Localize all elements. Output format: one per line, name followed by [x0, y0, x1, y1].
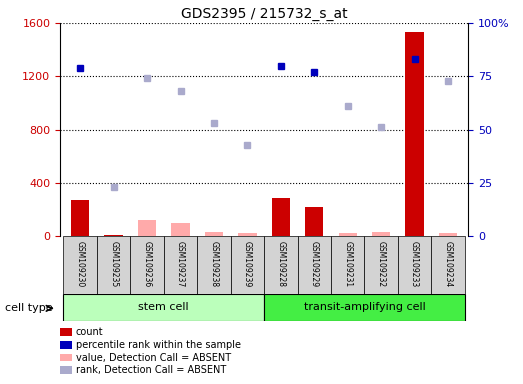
Text: transit-amplifying cell: transit-amplifying cell — [303, 302, 425, 312]
Text: rank, Detection Call = ABSENT: rank, Detection Call = ABSENT — [76, 365, 226, 375]
Text: cell type: cell type — [5, 303, 53, 313]
Bar — [271, 197, 290, 236]
FancyBboxPatch shape — [365, 236, 398, 294]
Bar — [138, 220, 156, 236]
FancyBboxPatch shape — [63, 236, 97, 294]
Text: GSM109239: GSM109239 — [243, 241, 252, 287]
Bar — [338, 233, 357, 236]
FancyBboxPatch shape — [331, 236, 365, 294]
Text: GSM109234: GSM109234 — [444, 241, 452, 287]
FancyBboxPatch shape — [398, 236, 431, 294]
Text: GSM109228: GSM109228 — [276, 241, 286, 287]
Text: GSM109229: GSM109229 — [310, 241, 319, 287]
Text: GSM109233: GSM109233 — [410, 241, 419, 287]
FancyBboxPatch shape — [231, 236, 264, 294]
Text: stem cell: stem cell — [139, 302, 189, 312]
FancyBboxPatch shape — [164, 236, 197, 294]
FancyBboxPatch shape — [298, 236, 331, 294]
Bar — [439, 233, 457, 236]
FancyBboxPatch shape — [63, 294, 264, 321]
FancyBboxPatch shape — [264, 294, 465, 321]
Text: GSM109230: GSM109230 — [76, 241, 85, 287]
Bar — [105, 235, 123, 236]
Text: GSM109238: GSM109238 — [209, 241, 219, 287]
Text: count: count — [76, 327, 104, 337]
Bar — [372, 235, 390, 236]
FancyBboxPatch shape — [197, 236, 231, 294]
Title: GDS2395 / 215732_s_at: GDS2395 / 215732_s_at — [181, 7, 347, 21]
Text: percentile rank within the sample: percentile rank within the sample — [76, 340, 241, 350]
Bar — [238, 233, 257, 236]
Bar — [338, 235, 357, 236]
Text: GSM109236: GSM109236 — [143, 241, 152, 287]
Bar — [372, 232, 390, 236]
FancyBboxPatch shape — [130, 236, 164, 294]
Bar — [205, 232, 223, 236]
FancyBboxPatch shape — [97, 236, 130, 294]
Text: GSM109231: GSM109231 — [343, 241, 352, 287]
FancyBboxPatch shape — [431, 236, 465, 294]
Bar — [71, 200, 89, 236]
Bar — [405, 32, 424, 236]
Bar — [305, 207, 323, 236]
Text: GSM109232: GSM109232 — [377, 241, 385, 287]
FancyBboxPatch shape — [264, 236, 298, 294]
Text: GSM109237: GSM109237 — [176, 241, 185, 287]
Text: value, Detection Call = ABSENT: value, Detection Call = ABSENT — [76, 353, 231, 362]
Text: GSM109235: GSM109235 — [109, 241, 118, 287]
Bar — [172, 223, 190, 236]
